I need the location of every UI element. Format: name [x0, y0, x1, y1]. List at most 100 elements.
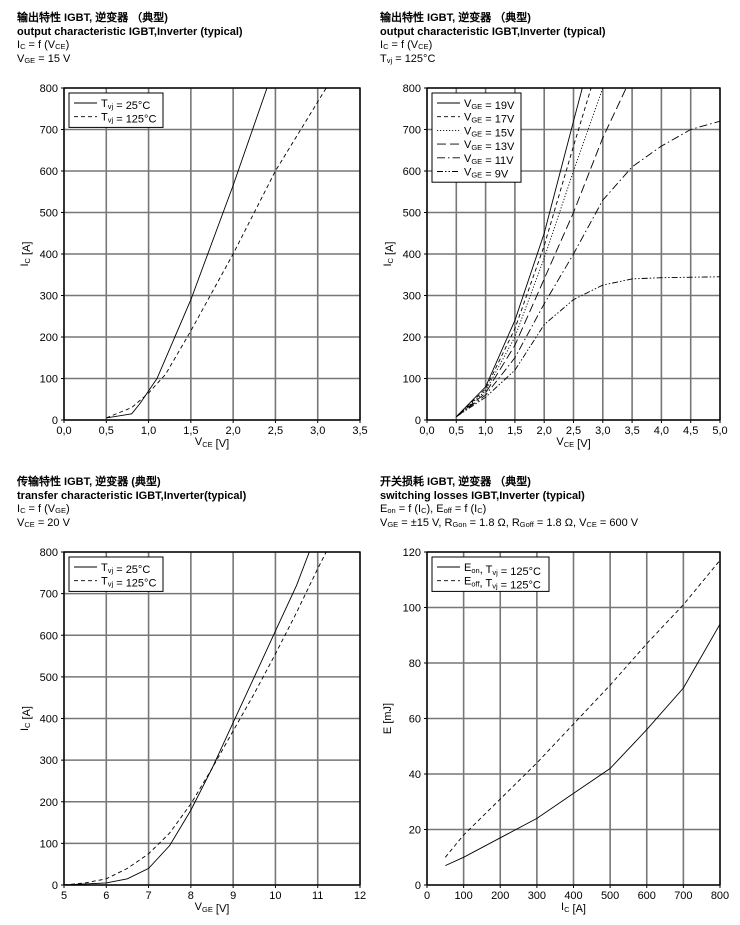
y-tick-label: 400 [40, 249, 58, 261]
y-tick-label: 300 [40, 755, 58, 767]
output-characteristic-vge-chart: 0,0 0,5 1,0 1,5 2,0 2,5 3,0 3,5 4,0 4,5 5,0 0 100 200… [382, 83, 728, 450]
y-axis-label: IC [A] [19, 242, 33, 267]
y-tick-label: 800 [403, 83, 421, 95]
legend-label: VGE = 17V [464, 112, 515, 126]
legend-box [68, 556, 164, 592]
y-tick-label: 500 [403, 208, 421, 220]
series-line-1 [64, 552, 327, 885]
x-tick-label: 2,5 [268, 425, 283, 437]
series-line-3 [456, 88, 627, 418]
x-tick-label: 6 [103, 890, 109, 902]
x-tick-label: 8 [188, 890, 194, 902]
legend-label: VGE = 11V [464, 153, 514, 167]
legend-label: Tvj = 125°C [101, 576, 156, 590]
chart-header-switching-losses: 开关损耗 IGBT, 逆变器 （典型) switching losses IGB… [380, 476, 638, 530]
legend-label: Tvj = 25°C [101, 562, 150, 576]
title-cn: 输出特性 IGBT, 逆变器 （典型) [380, 12, 531, 24]
x-tick-label: 600 [638, 890, 656, 902]
x-tick-label: 3,5 [352, 425, 367, 437]
legend-label: Tvj = 125°C [101, 112, 156, 126]
x-axis-label: VCE [V] [556, 436, 590, 450]
y-tick-label: 500 [40, 672, 58, 684]
x-axis-label: VGE [V] [195, 901, 230, 915]
x-tick-label: 12 [354, 890, 366, 902]
y-axis-label: E [mJ] [382, 703, 394, 734]
series-line-1 [106, 88, 327, 419]
x-tick-label: 0,5 [449, 425, 464, 437]
chart-header-output-25: 输出特性 IGBT, 逆变器 （典型) output characteristi… [17, 12, 243, 66]
series-line-5 [456, 276, 720, 418]
title-cn: 传输特性 IGBT, 逆变器 (典型) [17, 476, 161, 488]
plot-frame [426, 87, 721, 421]
series-line-0 [455, 88, 583, 418]
x-tick-label: 4,5 [683, 425, 698, 437]
legend-box [68, 92, 164, 128]
x-tick-label: 300 [528, 890, 546, 902]
series-line-0 [106, 88, 268, 419]
x-tick-label: 0 [424, 890, 430, 902]
chart-header-transfer: 传输特性 IGBT, 逆变器 (典型) transfer characteris… [17, 476, 246, 530]
x-tick-label: 3,0 [595, 425, 610, 437]
title-en: switching losses IGBT,Inverter (typical) [380, 489, 585, 502]
x-tick-label: 0,5 [99, 425, 114, 437]
title-en: output characteristic IGBT,Inverter (typ… [380, 25, 606, 38]
title-cn: 输出特性 IGBT, 逆变器 （典型) [17, 12, 168, 24]
y-tick-label: 500 [40, 208, 58, 220]
condition-line: VGE = ±15 V, RGon = 1.8 Ω, RGoff = 1.8 Ω… [380, 516, 639, 529]
y-tick-label: 0 [415, 415, 421, 427]
x-tick-label: 9 [230, 890, 236, 902]
legend-label: Eoff, Tvj = 125°C [464, 576, 541, 592]
y-tick-label: 300 [40, 291, 58, 303]
y-tick-label: 600 [40, 630, 58, 642]
condition-line: IC = f (VCE) [17, 39, 70, 51]
x-tick-label: 0,0 [419, 425, 434, 437]
x-tick-label: 100 [454, 890, 472, 902]
y-tick-label: 200 [40, 797, 58, 809]
y-tick-label: 100 [40, 838, 58, 850]
x-axis-label: IC [A] [561, 901, 586, 915]
y-tick-label: 0 [52, 415, 58, 427]
x-tick-label: 3,0 [310, 425, 325, 437]
legend-label: Tvj = 25°C [101, 98, 150, 112]
y-tick-label: 120 [403, 547, 421, 559]
x-tick-label: 3,5 [624, 425, 639, 437]
transfer-characteristic-chart: 5 6 7 8 9 10 11 12 0 100 200 300 400 500 600 700 800 VGE … [19, 547, 366, 915]
y-axis-label: IC [A] [19, 706, 33, 731]
x-tick-label: 2,0 [225, 425, 240, 437]
x-axis-label: VCE [V] [195, 436, 229, 450]
series-line-4 [456, 120, 720, 418]
legend-label: VGE = 9V [464, 167, 509, 181]
x-tick-label: 200 [491, 890, 509, 902]
x-tick-label: 1,0 [141, 425, 156, 437]
y-tick-label: 200 [403, 332, 421, 344]
x-tick-label: 500 [601, 890, 619, 902]
condition-line: Eon = f (IC), Eoff = f (IC) [380, 503, 487, 515]
y-tick-label: 700 [40, 125, 58, 137]
x-tick-label: 1,5 [507, 425, 522, 437]
plot-frame [63, 551, 361, 886]
legend-label: VGE = 19V [464, 98, 515, 112]
series-line-2 [456, 88, 604, 418]
legend-box [431, 556, 550, 592]
series-line-1 [444, 560, 720, 858]
condition-line: VGE = 15 V [17, 52, 71, 65]
y-tick-label: 80 [409, 658, 421, 670]
legend-label: Eon, Tvj = 125°C [464, 562, 541, 578]
x-tick-label: 800 [711, 890, 729, 902]
y-tick-label: 700 [403, 125, 421, 137]
output-characteristic-chart: 0,0 0,5 1,0 1,5 2,0 2,5 3,0 3,5 0 100 200 300 400 500… [19, 83, 368, 450]
x-tick-label: 2,5 [566, 425, 581, 437]
y-tick-label: 20 [409, 825, 421, 837]
x-tick-label: 400 [564, 890, 582, 902]
condition-line: IC = f (VCE) [380, 39, 433, 51]
y-tick-label: 100 [403, 603, 421, 615]
x-tick-label: 5,0 [712, 425, 727, 437]
y-tick-label: 800 [40, 547, 58, 559]
y-tick-label: 0 [415, 880, 421, 892]
y-tick-label: 400 [40, 714, 58, 726]
y-axis-label: IC [A] [382, 242, 396, 267]
